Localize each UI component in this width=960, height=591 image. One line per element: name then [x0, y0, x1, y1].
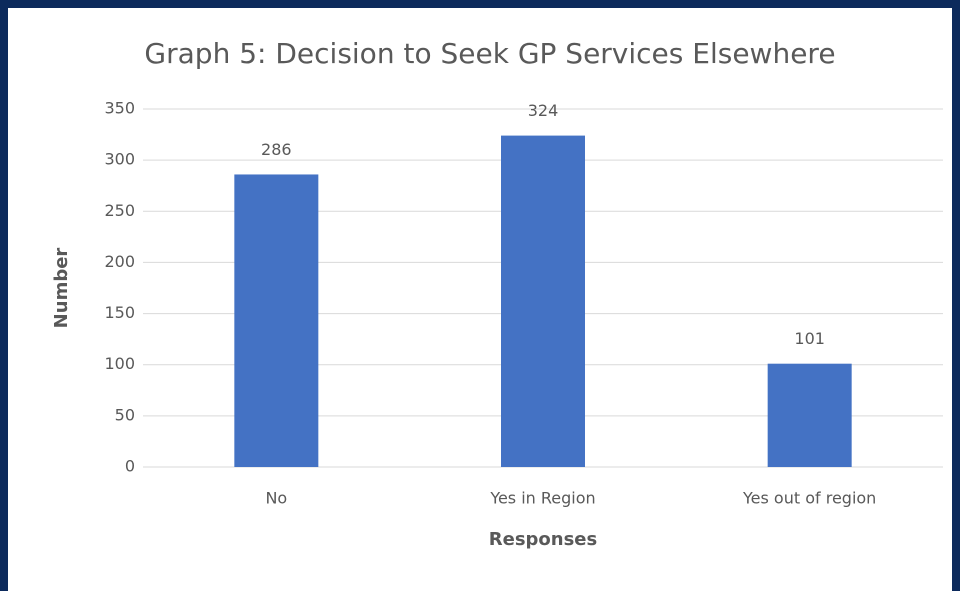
value-label: 324 [528, 101, 559, 120]
y-tick-label: 0 [125, 457, 135, 476]
bar [234, 174, 319, 467]
x-tick-label: Yes out of region [742, 489, 876, 508]
chart-title: Graph 5: Decision to Seek GP Services El… [144, 37, 835, 70]
y-tick-label: 100 [104, 354, 135, 373]
bar [501, 135, 585, 467]
y-tick-label: 200 [104, 252, 135, 271]
y-axis-title: Number [51, 248, 72, 329]
x-tick-label: Yes in Region [489, 489, 595, 508]
y-tick-label: 150 [104, 303, 135, 322]
y-tick-label: 300 [104, 150, 135, 169]
bar [767, 363, 852, 467]
y-tick-label: 250 [104, 201, 135, 220]
value-label: 286 [261, 140, 292, 159]
x-axis-title: Responses [489, 529, 597, 550]
value-label: 101 [794, 329, 825, 348]
y-tick-label: 350 [104, 99, 135, 118]
x-tick-label: No [265, 489, 287, 508]
y-tick-label: 50 [115, 405, 135, 424]
